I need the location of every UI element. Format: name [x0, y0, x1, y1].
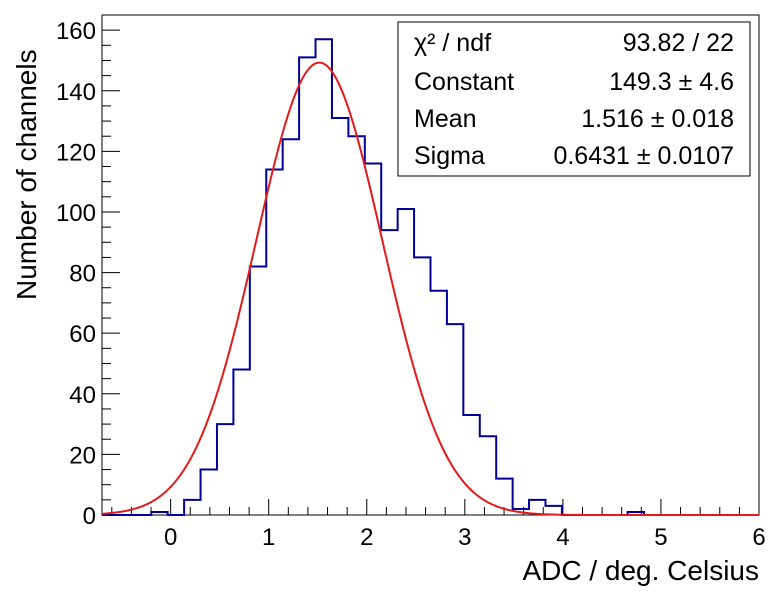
plot-frame: [101, 14, 760, 516]
stats-box-frame: [397, 21, 751, 177]
gaussian-fit-curve: [101, 61, 759, 516]
x-tick-label: 1: [262, 524, 275, 551]
y-axis-title: Number of channels: [11, 49, 42, 300]
y-tick-label: 100: [56, 200, 96, 227]
fit-stats-box: χ² / ndf 93.82 / 22 Constant 149.3 ± 4.6…: [397, 21, 751, 177]
y-tick-label: 0: [83, 503, 96, 530]
y-tick-label: 120: [56, 139, 96, 166]
x-tick-label: 6: [752, 524, 765, 551]
stats-label-sigma: Sigma: [414, 142, 485, 170]
stats-label-chi2-ndf: χ² / ndf: [414, 29, 491, 57]
x-tick-label: 3: [458, 524, 471, 551]
y-tick-label: 160: [56, 18, 96, 45]
x-tick-label: 0: [164, 524, 177, 551]
y-tick-label: 80: [69, 261, 96, 288]
x-axis-title: ADC / deg. Celsius: [522, 555, 759, 586]
stats-label-constant: Constant: [414, 68, 514, 96]
stats-value-mean: 1.516 ± 0.018: [581, 105, 734, 133]
stats-label-mean: Mean: [414, 105, 477, 133]
stats-value-constant: 149.3 ± 4.6: [609, 68, 734, 96]
stats-value-chi2-ndf: 93.82 / 22: [623, 29, 734, 57]
x-tick-label: 4: [556, 524, 569, 551]
y-tick-label: 20: [69, 442, 96, 469]
stats-value-sigma: 0.6431 ± 0.0107: [553, 142, 734, 170]
x-tick-label: 2: [360, 524, 373, 551]
y-tick-label: 140: [56, 79, 96, 106]
x-tick-label: 5: [654, 524, 667, 551]
y-tick-label: 60: [69, 321, 96, 348]
y-tick-label: 40: [69, 382, 96, 409]
